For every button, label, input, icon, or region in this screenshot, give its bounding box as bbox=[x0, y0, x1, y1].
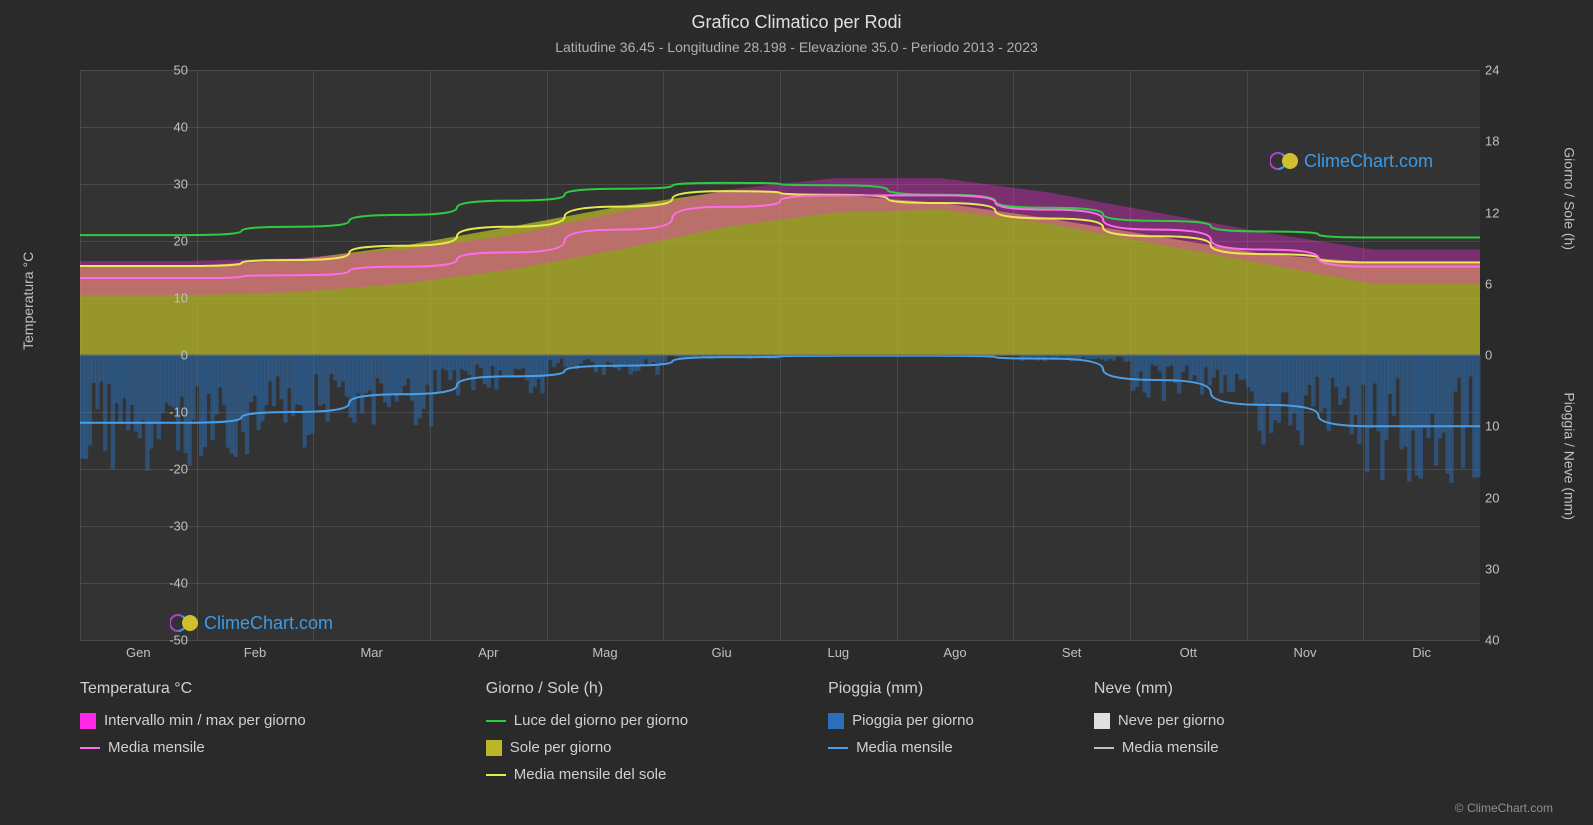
y-tick-left: -50 bbox=[148, 633, 188, 648]
y-tick-left: 50 bbox=[148, 63, 188, 78]
legend-item-sun-area: Sole per giorno bbox=[486, 739, 688, 756]
y-tick-right-top: 18 bbox=[1485, 134, 1525, 149]
legend-item-snow-bar: Neve per giorno bbox=[1094, 712, 1225, 729]
legend-heading-sun: Giorno / Sole (h) bbox=[486, 680, 688, 698]
swatch-daylight bbox=[486, 720, 506, 722]
legend-column-sun: Giorno / Sole (h) Luce del giorno per gi… bbox=[486, 680, 688, 783]
y-tick-left: 0 bbox=[148, 348, 188, 363]
x-tick-month: Dic bbox=[1412, 645, 1431, 660]
y-tick-left: 30 bbox=[148, 177, 188, 192]
x-tick-month: Nov bbox=[1293, 645, 1316, 660]
y-tick-right-bottom: 20 bbox=[1485, 490, 1525, 505]
x-tick-month: Feb bbox=[244, 645, 266, 660]
legend: Temperatura °C Intervallo min / max per … bbox=[80, 680, 1225, 783]
legend-item-daylight: Luce del giorno per giorno bbox=[486, 712, 688, 729]
y-tick-left: 20 bbox=[148, 234, 188, 249]
y-tick-left: 40 bbox=[148, 120, 188, 135]
legend-heading-snow: Neve (mm) bbox=[1094, 680, 1225, 698]
y-tick-right-top: 6 bbox=[1485, 276, 1525, 291]
legend-item-temp-avg: Media mensile bbox=[80, 739, 306, 756]
y-axis-left-label: Temperatura °C bbox=[20, 252, 36, 350]
y-tick-right-top: 24 bbox=[1485, 63, 1525, 78]
legend-label: Media mensile bbox=[108, 739, 205, 756]
watermark-top: ClimeChart.com bbox=[1270, 150, 1433, 172]
x-tick-month: Giu bbox=[712, 645, 732, 660]
watermark-bottom: ClimeChart.com bbox=[170, 612, 333, 634]
x-tick-month: Ott bbox=[1180, 645, 1197, 660]
swatch-snow-avg bbox=[1094, 747, 1114, 749]
swatch-sun-avg bbox=[486, 774, 506, 776]
swatch-rain-bar bbox=[828, 713, 844, 729]
legend-item-temp-range: Intervallo min / max per giorno bbox=[80, 712, 306, 729]
y-tick-right-bottom: 30 bbox=[1485, 561, 1525, 576]
swatch-rain-avg bbox=[828, 747, 848, 749]
legend-item-rain-avg: Media mensile bbox=[828, 739, 974, 756]
y-tick-right-top: 12 bbox=[1485, 205, 1525, 220]
y-axis-right-bottom-label: Pioggia / Neve (mm) bbox=[1562, 392, 1578, 520]
x-tick-month: Apr bbox=[478, 645, 498, 660]
legend-label: Luce del giorno per giorno bbox=[514, 712, 688, 729]
legend-label: Media mensile del sole bbox=[514, 766, 667, 783]
legend-heading-temp: Temperatura °C bbox=[80, 680, 306, 698]
y-tick-right-bottom: 40 bbox=[1485, 633, 1525, 648]
y-tick-left: -30 bbox=[148, 519, 188, 534]
legend-item-rain-bar: Pioggia per giorno bbox=[828, 712, 974, 729]
y-tick-left: -40 bbox=[148, 576, 188, 591]
x-tick-month: Ago bbox=[943, 645, 966, 660]
rain-bars bbox=[80, 355, 1481, 483]
x-tick-month: Mag bbox=[592, 645, 617, 660]
copyright-text: © ClimeChart.com bbox=[1455, 801, 1553, 815]
x-tick-month: Set bbox=[1062, 645, 1082, 660]
legend-label: Media mensile bbox=[1122, 739, 1219, 756]
swatch-temp-avg bbox=[80, 747, 100, 749]
legend-label: Pioggia per giorno bbox=[852, 712, 974, 729]
swatch-snow-bar bbox=[1094, 713, 1110, 729]
y-tick-left: 10 bbox=[148, 291, 188, 306]
y-tick-right-top: 0 bbox=[1485, 348, 1525, 363]
logo-icon bbox=[170, 612, 198, 634]
chart-subtitle: Latitudine 36.45 - Longitudine 28.198 - … bbox=[0, 33, 1593, 55]
legend-item-sun-avg: Media mensile del sole bbox=[486, 766, 688, 783]
logo-icon bbox=[1270, 150, 1298, 172]
y-tick-left: -10 bbox=[148, 405, 188, 420]
x-tick-month: Mar bbox=[360, 645, 382, 660]
y-axis-right-top-label: Giorno / Sole (h) bbox=[1562, 147, 1578, 250]
watermark-text: ClimeChart.com bbox=[204, 613, 333, 634]
y-tick-right-bottom: 10 bbox=[1485, 419, 1525, 434]
x-tick-month: Gen bbox=[126, 645, 151, 660]
legend-label: Neve per giorno bbox=[1118, 712, 1225, 729]
swatch-temp-range bbox=[80, 713, 96, 729]
legend-column-rain: Pioggia (mm) Pioggia per giorno Media me… bbox=[828, 680, 974, 783]
legend-label: Media mensile bbox=[856, 739, 953, 756]
y-tick-left: -20 bbox=[148, 462, 188, 477]
x-tick-month: Lug bbox=[827, 645, 849, 660]
legend-label: Sole per giorno bbox=[510, 739, 612, 756]
legend-label: Intervallo min / max per giorno bbox=[104, 712, 306, 729]
chart-title: Grafico Climatico per Rodi bbox=[0, 0, 1593, 33]
swatch-sun-area bbox=[486, 740, 502, 756]
watermark-text: ClimeChart.com bbox=[1304, 151, 1433, 172]
legend-item-snow-avg: Media mensile bbox=[1094, 739, 1225, 756]
legend-column-snow: Neve (mm) Neve per giorno Media mensile bbox=[1094, 680, 1225, 783]
legend-heading-rain: Pioggia (mm) bbox=[828, 680, 974, 698]
legend-column-temperature: Temperatura °C Intervallo min / max per … bbox=[80, 680, 306, 783]
